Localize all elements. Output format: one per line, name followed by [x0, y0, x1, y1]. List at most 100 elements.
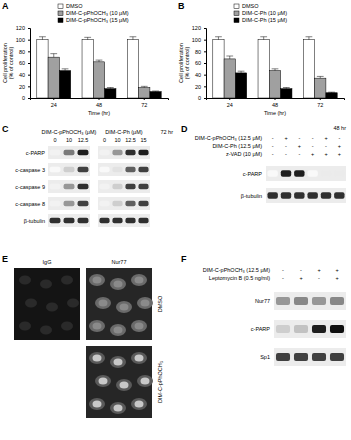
- cell: [131, 398, 147, 410]
- band: [294, 325, 308, 333]
- blot-background: [48, 180, 90, 193]
- error-bar: [226, 56, 233, 59]
- row-label: c-PARP: [251, 326, 270, 332]
- column-label: Nur77: [112, 259, 127, 265]
- tick-mark: [28, 28, 30, 29]
- band: [276, 297, 290, 305]
- lane-label: 0: [103, 137, 106, 143]
- tick-mark: [204, 86, 206, 87]
- blot-background: [48, 197, 90, 210]
- axis-line: [28, 29, 31, 99]
- x-tick: 48: [96, 98, 102, 108]
- cell: [61, 276, 73, 285]
- cell: [61, 322, 73, 331]
- axis-line: [204, 29, 207, 99]
- cell: [110, 402, 126, 414]
- nucleus: [135, 401, 144, 408]
- nucleus: [114, 281, 123, 288]
- band: [138, 218, 148, 224]
- tick-mark: [53, 98, 54, 100]
- band: [125, 218, 135, 224]
- legend-label: DIM-C-pPhOCH₃ (15 μM): [66, 17, 129, 23]
- tick-label: 48: [96, 102, 102, 108]
- figure: A020406080100120244872Time (hr)Cell prol…: [0, 0, 351, 440]
- row-label: Sp1: [260, 354, 270, 360]
- error-bar: [141, 86, 148, 87]
- nucleus: [141, 378, 150, 385]
- treatment-sign: +: [335, 275, 338, 281]
- error-bar: [50, 54, 57, 58]
- treatment-label: Leptomycin B (0.5 ng/ml): [209, 275, 270, 281]
- treatment-sign: +: [324, 135, 327, 141]
- band: [307, 192, 317, 199]
- row-label: DIM-C-pPhOCH₃: [157, 361, 163, 403]
- treatment-sign: -: [298, 135, 300, 141]
- legend-swatch: [234, 11, 239, 16]
- panel-label: C: [2, 124, 9, 134]
- blot: [48, 163, 90, 176]
- micrograph: [86, 268, 153, 340]
- y-tick: 60: [195, 60, 206, 66]
- time-label: 48 hr: [333, 125, 346, 131]
- band: [138, 184, 148, 190]
- error-bar: [62, 69, 69, 71]
- blot-background: [274, 320, 346, 338]
- tick-label: 100: [192, 37, 201, 43]
- treatment-sign: +: [298, 143, 301, 149]
- band: [64, 201, 75, 207]
- blot-background: [48, 214, 90, 227]
- blot: [48, 146, 90, 159]
- blot: [48, 197, 90, 210]
- axis-line: [207, 99, 345, 101]
- micrograph: [14, 268, 80, 340]
- nucleus: [114, 359, 123, 366]
- legend-swatch: [58, 18, 63, 23]
- cell: [131, 274, 147, 286]
- band: [78, 167, 89, 173]
- error-bar: [84, 37, 91, 39]
- plot: 020406080100120244872: [192, 25, 345, 108]
- nucleus: [135, 323, 144, 330]
- panel-f: FDIM-C-pPhOCH₃ (12.5 μM)--++Leptomycin B…: [181, 254, 346, 366]
- error-bar: [260, 37, 267, 40]
- cell: [19, 322, 31, 331]
- cell: [131, 320, 147, 332]
- treatment-sign: -: [272, 143, 274, 149]
- treatment-sign: -: [312, 143, 314, 149]
- tick-label: 48: [272, 102, 278, 108]
- image-background: [86, 346, 152, 418]
- band: [99, 201, 109, 207]
- tick-mark: [144, 98, 145, 100]
- plot: 020406080100120244872: [16, 25, 169, 108]
- cell: [89, 320, 105, 332]
- lane-label: 10: [114, 137, 120, 143]
- band: [294, 192, 304, 199]
- error-bar: [306, 37, 313, 40]
- blot-background: [266, 166, 346, 181]
- nucleus: [114, 405, 123, 412]
- error-bar: [272, 69, 279, 71]
- panel-d: D48 hrDIM-C-pPhOCH₃ (12.5 μM)-+--+-DIM-C…: [181, 124, 346, 203]
- band: [99, 150, 109, 156]
- tick-mark: [229, 98, 230, 100]
- blot-background: [98, 180, 150, 193]
- x-axis: 244872: [31, 98, 169, 108]
- treatment-sign: -: [312, 135, 314, 141]
- y-tick: 40: [195, 72, 206, 78]
- band: [125, 184, 135, 190]
- lane-label: 0: [53, 137, 56, 143]
- legend: DMSODIM-C-pPhOCH₃ (10 μM)DIM-C-pPhOCH₃ (…: [58, 3, 129, 23]
- panel-label: E: [2, 254, 8, 264]
- x-tick: 48: [272, 98, 278, 108]
- band: [64, 184, 75, 190]
- tick-label: 80: [195, 49, 201, 55]
- bar: [82, 40, 93, 98]
- nucleus: [99, 378, 108, 385]
- blot-background: [98, 214, 150, 227]
- bar: [326, 93, 337, 98]
- x-tick: 72: [141, 98, 147, 108]
- y-tick: 0: [198, 95, 206, 101]
- y-tick: 40: [19, 72, 30, 78]
- tick-mark: [204, 63, 206, 64]
- treatment-sign: +: [324, 151, 327, 157]
